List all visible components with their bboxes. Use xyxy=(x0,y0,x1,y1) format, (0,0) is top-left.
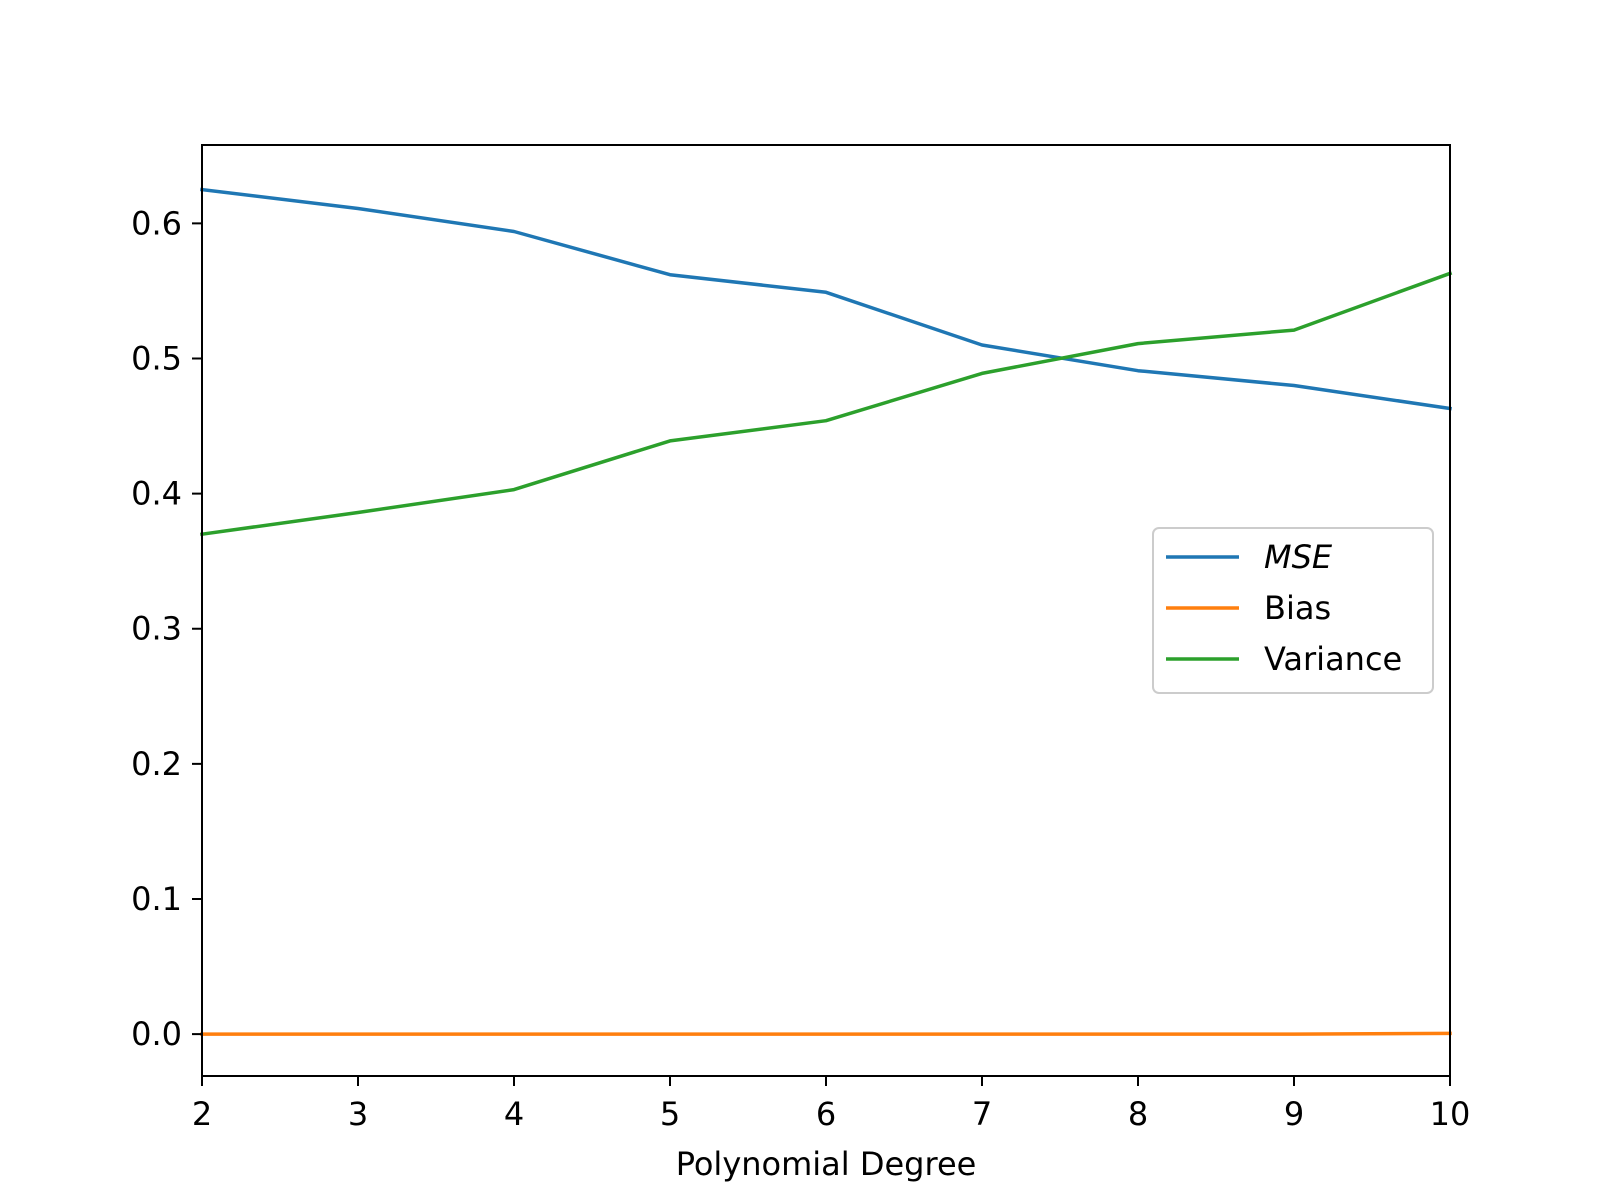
x-axis-ticks: 2 3 4 5 6 7 8 9 10 xyxy=(192,1076,1471,1133)
x-tick-label: 2 xyxy=(192,1095,212,1133)
x-tick-label: 3 xyxy=(348,1095,368,1133)
x-axis-label: Polynomial Degree xyxy=(676,1145,977,1183)
x-tick-label: 6 xyxy=(816,1095,836,1133)
y-tick-label: 0.5 xyxy=(131,339,182,377)
y-tick-label: 0.0 xyxy=(131,1015,182,1053)
x-tick-label: 4 xyxy=(504,1095,524,1133)
y-tick-label: 0.6 xyxy=(131,204,182,242)
series-line-mse xyxy=(200,187,1452,411)
legend: MSE Bias Variance xyxy=(1152,527,1434,694)
legend-box xyxy=(1152,527,1434,694)
series-lines xyxy=(200,187,1453,1036)
legend-label-bias: Bias xyxy=(1264,589,1331,627)
y-tick-label: 0.4 xyxy=(131,475,182,513)
y-tick-label: 0.3 xyxy=(131,610,182,648)
series-line-bias xyxy=(200,1031,1452,1036)
y-tick-label: 0.1 xyxy=(131,880,182,918)
y-axis-ticks: 0.0 0.1 0.2 0.3 0.4 0.5 0.6 xyxy=(131,204,202,1053)
x-tick-label: 8 xyxy=(1128,1095,1148,1133)
legend-label-variance: Variance xyxy=(1264,640,1402,678)
series-line-variance xyxy=(200,271,1453,537)
x-tick-label: 10 xyxy=(1430,1095,1471,1133)
y-tick-label: 0.2 xyxy=(131,745,182,783)
legend-label-mse: MSE xyxy=(1264,538,1333,576)
x-tick-label: 9 xyxy=(1284,1095,1304,1133)
x-tick-label: 7 xyxy=(972,1095,992,1133)
x-tick-label: 5 xyxy=(660,1095,680,1133)
